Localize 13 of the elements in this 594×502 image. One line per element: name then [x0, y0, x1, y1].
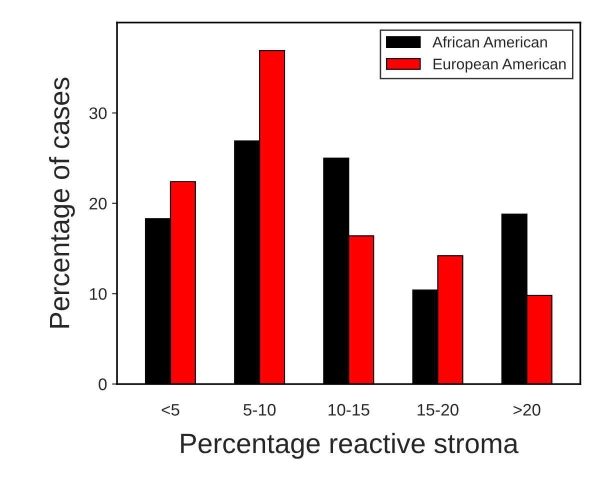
y-axis-title: Percentage of cases	[49, 78, 75, 328]
y-tick-label: 10	[90, 288, 107, 300]
x-tick-label: 5-10	[244, 404, 276, 416]
legend-label: African American	[432, 36, 547, 48]
x-tick-label: 15-20	[418, 404, 458, 416]
x-tick-label: <5	[162, 404, 180, 416]
legend-label: European American	[434, 58, 566, 72]
y-tick-label: 20	[90, 198, 107, 210]
x-tick-label: >20	[514, 404, 540, 416]
x-tick-label: 10-15	[328, 404, 370, 416]
x-axis-title: Percentage reactive stroma	[181, 432, 519, 459]
y-tick-label: 30	[89, 107, 107, 120]
y-tick-label: 0	[98, 378, 107, 390]
